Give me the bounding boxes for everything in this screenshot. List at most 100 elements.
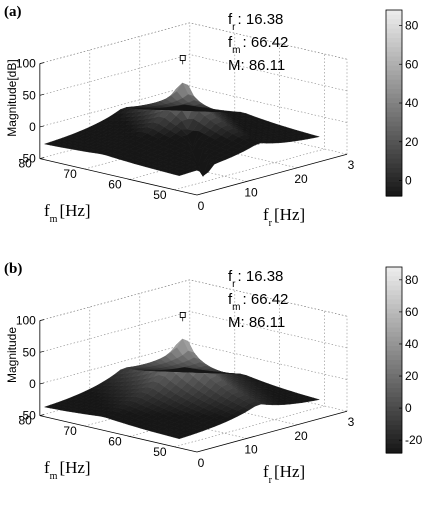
chart-svg: -50 0 50 100 50 60 70 80 0 10 20 3 Magnitude fm [Hz] fr… xyxy=(4,261,423,486)
colorbar-band xyxy=(386,10,402,16)
fm-axis-label: fm [Hz] xyxy=(44,201,91,225)
colorbar-band xyxy=(386,56,402,62)
colorbar-band xyxy=(386,280,402,287)
z-tick-label: -50 xyxy=(19,409,37,423)
colorbar-band xyxy=(386,93,402,99)
colorbar-tick-label: 0 xyxy=(405,174,412,188)
colorbar-band xyxy=(386,308,402,315)
colorbar-band xyxy=(386,420,402,426)
colorbar-tick-label: 60 xyxy=(405,305,419,319)
z-tick-mark xyxy=(39,414,44,416)
colorbar-band xyxy=(386,186,402,192)
colorbar-band xyxy=(386,350,402,356)
colorbar-band xyxy=(386,130,402,137)
colorbar-band xyxy=(386,267,402,273)
colorbar: 80 60 40 20 0 xyxy=(385,9,419,197)
z-tick-label: 50 xyxy=(22,345,36,359)
colorbar-band xyxy=(386,14,402,20)
datatip-fr: fr: 16.38 xyxy=(228,268,283,290)
fr-tick-label: 20 xyxy=(294,172,308,186)
colorbar-band xyxy=(386,318,402,324)
fr-tick-label: 3 xyxy=(348,415,355,429)
colorbar-band xyxy=(386,406,402,412)
fm-tick-label: 70 xyxy=(63,424,77,438)
colorbar-band xyxy=(386,276,402,282)
top-back-edge xyxy=(39,279,348,321)
fr-axis-line xyxy=(196,410,348,453)
surface xyxy=(43,338,320,440)
panel-label: (b) xyxy=(4,261,22,277)
colorbar-band xyxy=(386,47,402,53)
surface-cell xyxy=(178,104,191,107)
peak-marker xyxy=(179,55,186,61)
colorbar-band xyxy=(386,443,402,449)
colorbar-band xyxy=(386,378,402,384)
colorbar-band xyxy=(386,70,402,76)
datatip-m: M: 86.11 xyxy=(228,57,285,74)
colorbar-band xyxy=(386,429,402,435)
colorbar-band xyxy=(386,364,402,370)
colorbar-band xyxy=(386,75,402,81)
colorbar-band xyxy=(386,144,402,151)
peak-marker xyxy=(179,312,186,318)
colorbar-band xyxy=(386,163,402,169)
z-gridline xyxy=(39,54,348,96)
colorbar-band xyxy=(386,439,402,445)
colorbar-band xyxy=(386,28,402,34)
fr-tick-label: 20 xyxy=(294,429,308,443)
colorbar-band xyxy=(386,290,402,296)
fr-tick-label: 10 xyxy=(244,442,258,456)
colorbar-band xyxy=(386,332,402,338)
surface-cell xyxy=(178,367,191,370)
colorbar-tick-label: 20 xyxy=(405,369,419,383)
datatip-fm: fm: 66.42 xyxy=(228,291,288,313)
colorbar-band xyxy=(386,425,402,431)
colorbar: 80 60 40 20 0 -20 xyxy=(385,266,423,454)
z-tick-label: 100 xyxy=(16,57,36,71)
colorbar-band xyxy=(386,411,402,417)
colorbar-band xyxy=(386,401,402,408)
fm-gridline xyxy=(174,311,325,448)
colorbar-band xyxy=(386,304,402,310)
colorbar-band xyxy=(386,383,402,389)
colorbar-band xyxy=(386,360,402,366)
fm-tick-label: 50 xyxy=(153,188,167,202)
z-tick-mark xyxy=(39,319,44,321)
colorbar-band xyxy=(386,126,402,132)
colorbar-band xyxy=(386,294,402,301)
colorbar-band xyxy=(386,177,402,183)
fm-axis-line xyxy=(39,415,198,453)
colorbar-band xyxy=(386,373,402,380)
colorbar-tick-label: 0 xyxy=(405,401,412,415)
colorbar-tick-label: 60 xyxy=(405,57,419,71)
colorbar-frame xyxy=(385,266,403,454)
colorbar-band xyxy=(386,84,402,90)
colorbar-band xyxy=(386,341,402,347)
colorbar-band xyxy=(386,322,402,329)
colorbar-band xyxy=(386,135,402,141)
surface xyxy=(43,82,320,177)
z-gridline xyxy=(39,22,348,64)
colorbar-band xyxy=(386,89,402,95)
datatip-fm: fm: 66.42 xyxy=(228,34,288,56)
colorbar-band xyxy=(386,387,402,394)
colorbar-tick-label: 40 xyxy=(405,96,419,110)
colorbar-tick-label: 40 xyxy=(405,337,419,351)
z-tick-mark xyxy=(39,350,44,353)
fm-axis-label: fm [Hz] xyxy=(44,458,91,482)
colorbar-tick-label: 80 xyxy=(405,273,419,287)
z-tick-label: 100 xyxy=(16,314,36,328)
colorbar-band xyxy=(386,448,402,454)
z-gridline xyxy=(39,279,348,321)
fr-tick-label: 3 xyxy=(348,158,355,172)
z-axis-label: Magnitude[dB] xyxy=(5,59,19,136)
z-tick-mark xyxy=(39,125,44,128)
panel-label: (a) xyxy=(4,4,22,20)
colorbar-band xyxy=(386,182,402,188)
fm-axis-line xyxy=(39,158,198,196)
datatip-fr: fr: 16.38 xyxy=(228,11,283,33)
colorbar-band xyxy=(386,397,402,403)
panel-a: -50 0 50 100 50 60 70 80 0 10 20 3 Magnitude[dB] fm [H… xyxy=(4,4,419,229)
fm-tick-label: 80 xyxy=(18,157,32,171)
colorbar-tick-label: 80 xyxy=(405,19,419,33)
